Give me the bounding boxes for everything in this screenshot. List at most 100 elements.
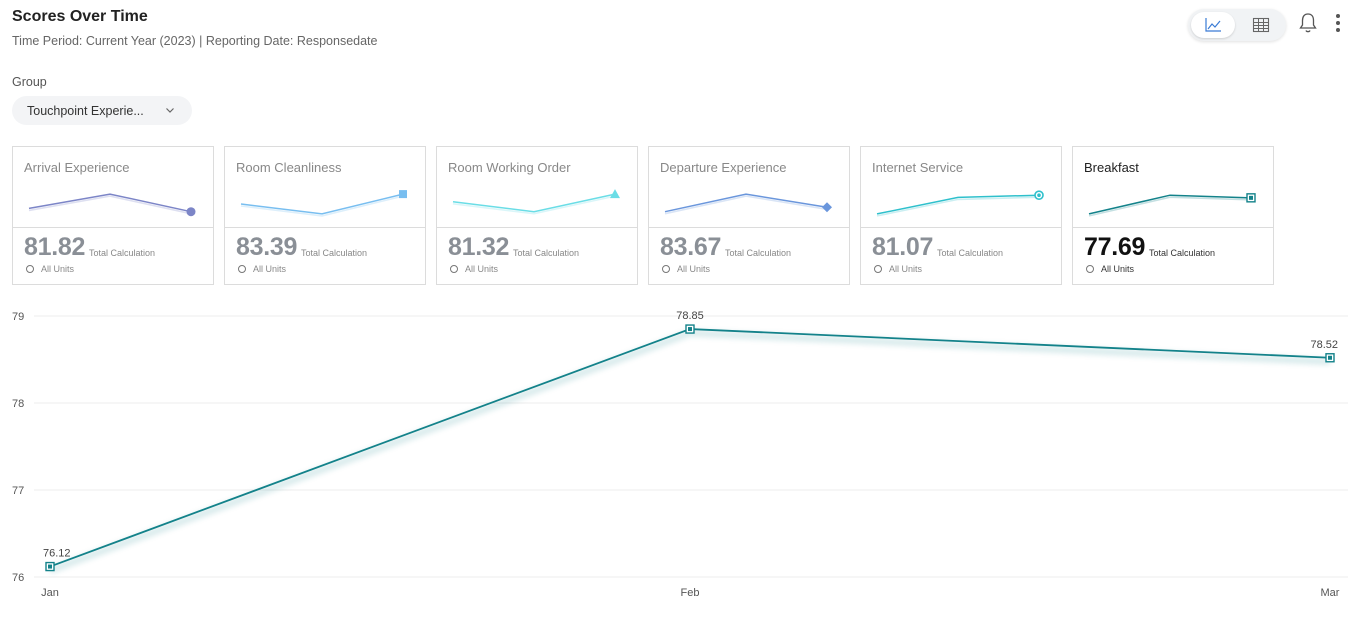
scores-line-chart: 76 77 78 79 76.12 Jan 78.85 Feb 78.52 Mar bbox=[12, 310, 1348, 599]
group-dropdown[interactable]: Touchpoint Experie... bbox=[12, 96, 192, 125]
card-calc-label: Total Calculation bbox=[513, 248, 580, 258]
card-sparkline bbox=[876, 190, 1044, 217]
data-label: 78.52 bbox=[1310, 339, 1338, 351]
score-card[interactable]: Room Working Order 81.32 Total Calculati… bbox=[436, 146, 638, 285]
score-card[interactable]: Internet Service 81.07 Total Calculation… bbox=[860, 146, 1062, 285]
card-units-label: All Units bbox=[41, 264, 75, 274]
data-label: 78.85 bbox=[676, 310, 704, 322]
card-divider bbox=[1073, 227, 1273, 228]
bell-icon bbox=[1299, 13, 1317, 33]
x-tick-label: Feb bbox=[681, 587, 700, 599]
card-divider bbox=[861, 227, 1061, 228]
card-units-label: All Units bbox=[889, 264, 923, 274]
card-units-label: All Units bbox=[677, 264, 711, 274]
view-toggle bbox=[1188, 9, 1286, 41]
radio-circle-icon bbox=[238, 265, 246, 273]
card-calc-label: Total Calculation bbox=[725, 248, 792, 258]
card-sparkline bbox=[28, 193, 196, 217]
notifications-button[interactable] bbox=[1296, 10, 1320, 36]
y-tick-label: 77 bbox=[12, 485, 24, 497]
card-sparkline bbox=[664, 193, 832, 215]
sparkline-shadow bbox=[1088, 196, 1252, 217]
sparkline-line bbox=[240, 193, 404, 215]
sparkline-shadow bbox=[28, 195, 192, 215]
card-calc-label: Total Calculation bbox=[937, 248, 1004, 258]
sparkline-line bbox=[452, 193, 616, 213]
target-center-icon bbox=[1037, 193, 1041, 197]
card-units-label: All Units bbox=[465, 264, 499, 274]
table-view-button[interactable] bbox=[1239, 12, 1283, 38]
x-tick-label: Mar bbox=[1321, 587, 1340, 599]
card-sparkline bbox=[1088, 193, 1256, 217]
card-calc-label: Total Calculation bbox=[301, 248, 368, 258]
group-label: Group bbox=[12, 75, 47, 89]
data-point-center bbox=[1328, 355, 1332, 360]
card-title: Internet Service bbox=[872, 160, 964, 175]
sparkline-line bbox=[876, 194, 1040, 215]
data-point-center bbox=[688, 327, 692, 332]
card-units: All Units bbox=[662, 264, 710, 274]
radio-circle-icon bbox=[26, 265, 34, 273]
card-score: 77.69 bbox=[1084, 233, 1146, 261]
circle-marker-icon bbox=[186, 207, 196, 217]
line-chart-icon bbox=[1205, 18, 1221, 32]
data-label: 76.12 bbox=[43, 548, 71, 560]
card-sparkline bbox=[452, 189, 620, 215]
card-score: 81.07 bbox=[872, 233, 934, 261]
card-units: All Units bbox=[874, 264, 922, 274]
sparkline-line bbox=[1088, 194, 1252, 215]
card-sparkline bbox=[240, 190, 407, 217]
data-point-center bbox=[48, 564, 52, 569]
sparkline-line bbox=[28, 193, 192, 213]
kebab-menu-icon bbox=[1336, 14, 1340, 32]
chevron-down-icon bbox=[166, 108, 174, 113]
score-card[interactable]: Arrival Experience 81.82 Total Calculati… bbox=[12, 146, 214, 285]
series-line-shadow bbox=[48, 330, 1331, 574]
card-score: 81.82 bbox=[24, 233, 86, 261]
page-title: Scores Over Time bbox=[12, 8, 148, 25]
series-line bbox=[49, 328, 1331, 568]
square-marker-icon bbox=[399, 190, 407, 199]
card-calc-label: Total Calculation bbox=[1149, 248, 1216, 258]
card-title: Room Working Order bbox=[448, 160, 571, 175]
sparkline-shadow bbox=[240, 195, 404, 217]
score-card[interactable]: Departure Experience 83.67 Total Calcula… bbox=[648, 146, 850, 285]
card-score: 83.67 bbox=[660, 233, 722, 261]
card-calc-label: Total Calculation bbox=[89, 248, 156, 258]
boxed-square-center-icon bbox=[1249, 195, 1253, 200]
x-tick-label: Jan bbox=[41, 587, 59, 599]
card-divider bbox=[649, 227, 849, 228]
y-tick-label: 79 bbox=[12, 311, 24, 323]
more-options-button[interactable] bbox=[1328, 10, 1348, 36]
group-selected-value: Touchpoint Experie... bbox=[27, 103, 144, 118]
card-units-label: All Units bbox=[1101, 264, 1135, 274]
triangle-marker-icon bbox=[610, 189, 620, 199]
diamond-marker-icon bbox=[822, 202, 832, 213]
card-title: Arrival Experience bbox=[24, 160, 130, 175]
sparkline-shadow bbox=[876, 196, 1040, 217]
radio-circle-icon bbox=[874, 265, 882, 273]
table-grid-icon bbox=[1252, 17, 1270, 33]
card-title: Room Cleanliness bbox=[236, 160, 342, 175]
card-units: All Units bbox=[1086, 264, 1134, 274]
card-units: All Units bbox=[26, 264, 74, 274]
card-title: Departure Experience bbox=[660, 160, 787, 175]
card-score: 81.32 bbox=[448, 233, 510, 261]
sparkline-line bbox=[664, 193, 828, 213]
card-units: All Units bbox=[450, 264, 498, 274]
sparkline-shadow bbox=[664, 195, 828, 215]
y-tick-label: 76 bbox=[12, 572, 24, 584]
line-chart-view-button[interactable] bbox=[1191, 12, 1235, 38]
score-card[interactable]: Room Cleanliness 83.39 Total Calculation… bbox=[224, 146, 426, 285]
y-tick-label: 78 bbox=[12, 398, 24, 410]
card-divider bbox=[13, 227, 213, 228]
radio-circle-icon bbox=[450, 265, 458, 273]
sparkline-shadow bbox=[452, 195, 616, 215]
score-card[interactable]: Breakfast 77.69 Total Calculation All Un… bbox=[1072, 146, 1274, 285]
card-divider bbox=[225, 227, 425, 228]
card-units: All Units bbox=[238, 264, 286, 274]
page-subtitle: Time Period: Current Year (2023) | Repor… bbox=[12, 34, 378, 48]
radio-circle-icon bbox=[662, 265, 670, 273]
radio-circle-icon bbox=[1086, 265, 1094, 273]
card-score: 83.39 bbox=[236, 233, 298, 261]
